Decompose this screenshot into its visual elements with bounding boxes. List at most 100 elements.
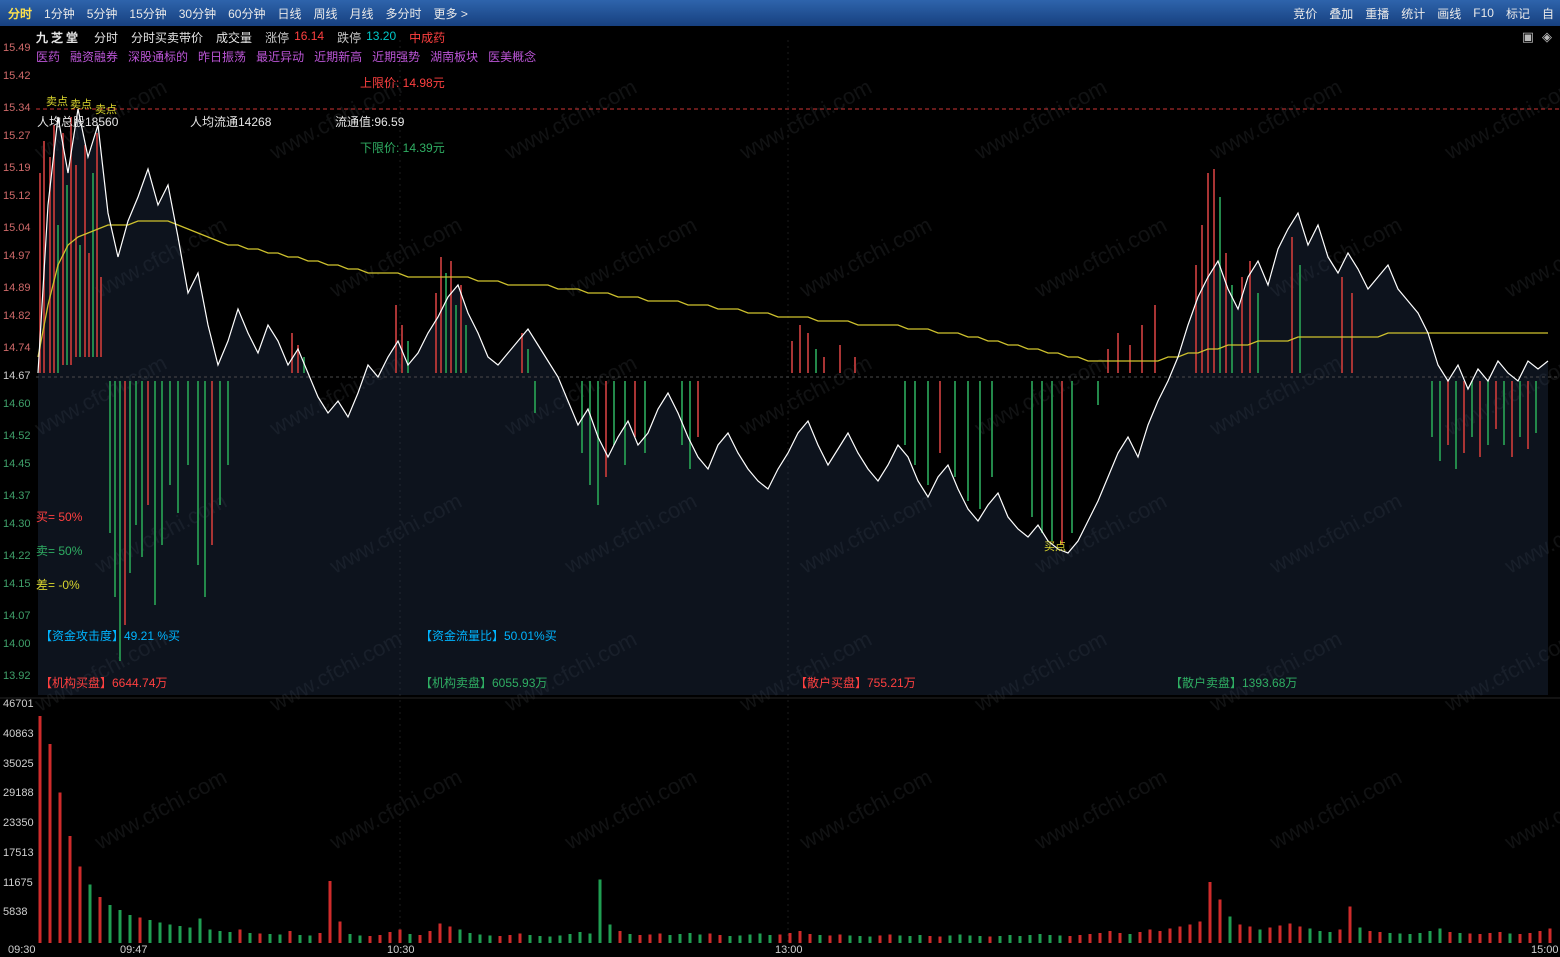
sell-point-label: 卖点	[95, 104, 117, 116]
sell-point-label: 卖点	[46, 96, 68, 108]
sell-percent: 卖= 50%	[36, 544, 83, 558]
avg-float-shares: 人均流通14268	[190, 115, 272, 129]
concept-tag-最近异动[interactable]: 最近异动	[256, 50, 305, 64]
retail-buy-label: 【散户买盘】755.21万	[795, 676, 916, 690]
volume-axis-label: 17513	[3, 846, 34, 859]
limit-down-label: 跌停	[337, 31, 362, 45]
menu-F10[interactable]: F10	[1473, 6, 1494, 20]
tab-5分钟[interactable]: 5分钟	[86, 6, 118, 21]
menu-叠加[interactable]: 叠加	[1329, 6, 1354, 21]
price-axis-label: 14.74	[3, 342, 31, 354]
screenshot-icon[interactable]: ▣	[1521, 29, 1534, 44]
concept-tag-湖南板块[interactable]: 湖南板块	[430, 50, 479, 64]
tab-30分钟[interactable]: 30分钟	[178, 6, 217, 21]
info-bar: 九芝堂 分时 分时买卖带价 成交量 涨停 16.14 跌停 13.20 中成药	[36, 29, 445, 46]
volume-axis-label: 29188	[3, 787, 34, 800]
price-axis-label: 14.60	[3, 398, 31, 410]
price-axis-label: 14.30	[3, 518, 31, 530]
price-axis-label: 14.15	[3, 578, 31, 590]
indicator-label[interactable]: 分时买卖带价	[131, 31, 204, 45]
limit-up-value: 16.14	[294, 29, 325, 43]
time-axis-label: 09:47	[120, 944, 148, 956]
volume-axis-label: 40863	[3, 727, 34, 740]
volume-axis-label: 23350	[3, 817, 34, 829]
buy-point-label: 买点	[1044, 541, 1066, 553]
tab-月线[interactable]: 月线	[349, 6, 374, 21]
float-value: 流通值:96.59	[335, 115, 405, 129]
concept-tag-近期新高[interactable]: 近期新高	[314, 50, 363, 64]
panel-settings-icon[interactable]: ◈	[1542, 29, 1552, 44]
fund-attack-label: 【资金攻击度】49.21 %买	[40, 629, 181, 643]
institution-buy-label: 【机构买盘】6644.74万	[40, 676, 168, 690]
price-axis-label: 13.92	[3, 670, 31, 682]
time-axis-label: 09:30	[8, 944, 36, 956]
tab-更多 >[interactable]: 更多 >	[433, 6, 468, 21]
top-menubar: 分时 1分钟 5分钟 15分钟 30分钟 60分钟 日线 周线 月线 多分时 更多 > 竞价 叠加 重播…	[0, 0, 1560, 26]
tab-分时[interactable]: 分时	[8, 6, 33, 21]
price-axis-label: 14.89	[3, 282, 31, 294]
volume-axis-label: 46701	[3, 698, 34, 710]
fund-flow-ratio-label: 【资金流量比】50.01%买	[420, 629, 557, 643]
limit-down-value: 13.20	[366, 29, 397, 43]
tab-15分钟[interactable]: 15分钟	[129, 6, 167, 21]
upper-limit-label: 上限价: 14.98元	[360, 76, 445, 90]
avg-price-line	[37, 220, 1548, 362]
lower-limit-label: 下限价: 14.39元	[360, 141, 445, 155]
info-icons: ▣ ◈	[1522, 29, 1552, 45]
stock-name[interactable]: 九芝堂	[36, 31, 82, 45]
volume-label[interactable]: 成交量	[216, 31, 253, 45]
price-axis-label: 14.45	[3, 458, 31, 470]
mid-bars-layer	[39, 117, 1537, 661]
time-axis-label: 13:00	[775, 944, 803, 956]
concept-tag-融资融券[interactable]: 融资融券	[70, 50, 119, 64]
price-axis-label: 15.04	[3, 222, 31, 234]
tab-日线[interactable]: 日线	[277, 6, 302, 21]
menu-重播[interactable]: 重播	[1365, 6, 1390, 21]
volume-axis-label: 5838	[3, 906, 28, 919]
tab-多分时[interactable]: 多分时	[385, 6, 422, 21]
period-tabs: 分时 1分钟 5分钟 15分钟 30分钟 60分钟 日线 周线 月线 多分时 更多 >	[0, 5, 468, 22]
concept-tag-医药[interactable]: 医药	[36, 50, 61, 64]
concept-tag-医美概念[interactable]: 医美概念	[488, 50, 537, 64]
time-axis-label: 15:00	[1531, 944, 1559, 956]
price-axis-label: 15.27	[3, 130, 31, 142]
price-axis-label: 15.42	[3, 70, 31, 82]
menu-标记[interactable]: 标记	[1505, 6, 1530, 21]
concept-tag-近期强势[interactable]: 近期强势	[372, 50, 421, 64]
tab-周线[interactable]: 周线	[313, 6, 338, 21]
price-axis-label: 14.52	[3, 430, 31, 442]
industry-tag[interactable]: 中成药	[409, 31, 446, 45]
price-axis-label: 15.19	[3, 162, 31, 174]
tab-60分钟[interactable]: 60分钟	[228, 6, 266, 21]
buy-percent: 买= 50%	[36, 510, 83, 524]
price-axis-label: 15.12	[3, 190, 31, 202]
volume-bars-layer	[38, 716, 1552, 943]
view-label[interactable]: 分时	[94, 31, 119, 45]
concept-tag-深股通标的[interactable]: 深股通标的	[128, 50, 189, 64]
institution-sell-label: 【机构卖盘】6055.93万	[420, 676, 548, 690]
price-axis-label: 14.22	[3, 550, 31, 562]
price-axis-label: 15.34	[3, 102, 31, 114]
menu-统计[interactable]: 统计	[1401, 6, 1426, 21]
price-axis-label: 14.07	[3, 610, 31, 622]
tab-1分钟[interactable]: 1分钟	[44, 6, 75, 21]
menu-自[interactable]: 自	[1541, 6, 1554, 21]
price-area-fill	[38, 109, 1548, 695]
menu-right: 竞价 叠加 重播 统计 画线 F10 标记自	[1293, 5, 1560, 22]
limit-up-label: 涨停	[265, 31, 290, 45]
price-axis-label: 14.97	[3, 250, 31, 262]
price-axis-label: 14.82	[3, 310, 31, 322]
menu-竞价[interactable]: 竞价	[1293, 6, 1318, 21]
diff-percent: 差= -0%	[36, 578, 80, 592]
time-axis-label: 10:30	[387, 944, 415, 956]
concept-tag-昨日振荡[interactable]: 昨日振荡	[198, 50, 247, 64]
price-axis-label: 14.67	[3, 370, 31, 382]
menu-画线[interactable]: 画线	[1437, 6, 1462, 21]
price-line	[37, 108, 1549, 554]
avg-total-shares: 人均总股18560	[37, 115, 119, 129]
volume-axis-label: 35025	[3, 757, 34, 770]
volume-axis-label: 11675	[3, 876, 33, 889]
